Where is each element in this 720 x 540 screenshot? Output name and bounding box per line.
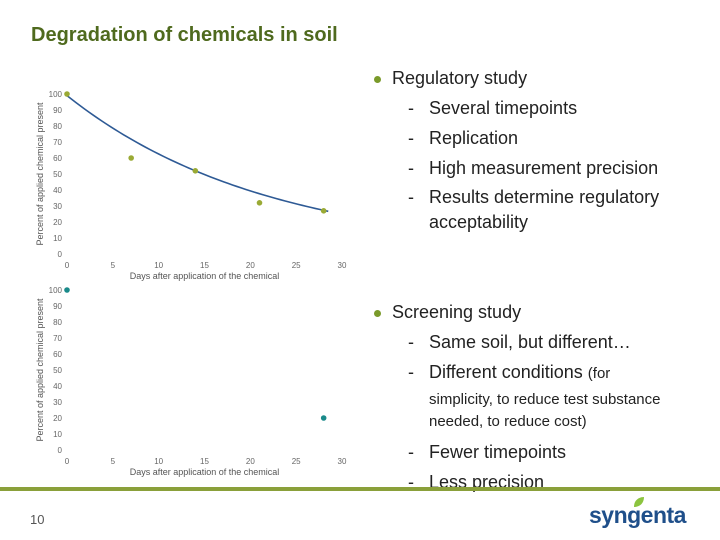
dash-icon: -	[408, 442, 414, 462]
dash-icon: -	[408, 128, 414, 148]
dash-icon: -	[408, 332, 414, 352]
regulatory-chart-svg: Percent of applied chemical present 0 10 20…	[35, 90, 347, 281]
screening-y-tick-label: 90	[53, 302, 62, 311]
screening-heading-row: Screening study	[370, 297, 720, 327]
regulatory-heading: Regulatory study	[392, 68, 528, 88]
screening-x-tick-label: 30	[338, 457, 347, 466]
screening-y-tick-label: 40	[53, 382, 62, 391]
screening-item-suffix: (for	[587, 365, 611, 382]
slide-title: Degradation of chemicals in soil	[31, 24, 338, 46]
screening-heading: Screening study	[392, 302, 522, 322]
regulatory-data-point	[192, 168, 199, 174]
regulatory-x-tick-label: 20	[246, 261, 255, 270]
regulatory-chart: Percent of applied chemical present 0 10 20…	[0, 80, 380, 290]
screening-item-text: Different conditions	[429, 362, 583, 382]
dash-icon: -	[408, 472, 414, 492]
screening-item: - Less precision	[370, 467, 720, 497]
regulatory-item-text: Replication	[429, 128, 519, 148]
regulatory-item: - Replication	[370, 123, 715, 153]
screening-x-tick-label: 5	[111, 457, 116, 466]
screening-chart: Percent of applied chemical present 0 10 20…	[0, 276, 380, 486]
regulatory-bullets: Regulatory study - Several timepoints - Re…	[370, 63, 715, 233]
screening-item: - Fewer timepoints	[370, 437, 720, 467]
screening-x-tick-label: 20	[246, 457, 255, 466]
regulatory-y-tick-label: 30	[53, 202, 62, 211]
screening-data-point	[320, 415, 327, 421]
regulatory-item-text: Results determine regulatory	[429, 187, 660, 207]
screening-item-text: Same soil, but different…	[429, 332, 631, 352]
screening-bullets: Screening study - Same soil, but differen…	[370, 297, 720, 497]
screening-item: - Same soil, but different…	[370, 327, 720, 357]
regulatory-y-tick-label: 100	[49, 90, 63, 99]
screening-item: - Different conditions (for	[370, 357, 720, 389]
dash-icon: -	[408, 98, 414, 118]
syngenta-logo: syngenta	[589, 497, 686, 529]
screening-item-continuation: simplicity, to reduce test substance	[429, 391, 661, 408]
screening-x-tick-label: 0	[65, 457, 70, 466]
screening-y-tick-label: 20	[53, 414, 62, 423]
regulatory-trendline	[66, 94, 329, 213]
screening-y-tick-label: 0	[58, 446, 63, 455]
screening-item-text: Fewer timepoints	[429, 442, 567, 462]
screening-x-tick-label: 25	[292, 457, 301, 466]
regulatory-item-text: Several timepoints	[429, 98, 578, 118]
screening-x-tick-label: 15	[200, 457, 209, 466]
regulatory-data-point	[320, 208, 327, 214]
regulatory-item-text: High measurement precision	[429, 158, 659, 178]
screening-y-tick-label: 30	[53, 398, 62, 407]
bullet-dot-icon	[374, 76, 381, 83]
screening-y-tick-label: 60	[53, 350, 62, 359]
regulatory-x-tick-label: 0	[65, 261, 70, 270]
screening-xlabel: Days after application of the chemical	[130, 467, 280, 477]
screening-y-tick-label: 80	[53, 318, 62, 327]
regulatory-data-point	[128, 155, 134, 161]
screening-x-tick-label: 10	[154, 457, 163, 466]
regulatory-x-tick-label: 15	[200, 261, 209, 270]
regulatory-y-tick-label: 50	[53, 170, 62, 179]
regulatory-x-tick-label: 25	[292, 261, 301, 270]
regulatory-data-point	[256, 200, 263, 206]
screening-y-tick-label: 100	[49, 286, 63, 295]
regulatory-y-tick-label: 70	[53, 138, 62, 147]
regulatory-item-continuation: acceptability	[429, 212, 529, 232]
regulatory-y-tick-label: 0	[58, 250, 63, 259]
regulatory-item: - Several timepoints	[370, 93, 715, 123]
regulatory-item: - High measurement precision	[370, 153, 715, 183]
screening-y-tick-label: 10	[53, 430, 62, 439]
screening-ylabel: Percent of applied chemical present	[35, 298, 45, 442]
bullet-dot-icon	[374, 310, 381, 317]
regulatory-y-tick-label: 20	[53, 218, 62, 227]
screening-y-tick-label: 50	[53, 366, 62, 375]
regulatory-x-tick-label: 10	[154, 261, 163, 270]
logo-leaf-icon	[634, 497, 644, 507]
screening-item-continuation: needed, to reduce cost)	[429, 413, 587, 430]
regulatory-x-tick-label: 30	[338, 261, 347, 270]
regulatory-heading-row: Regulatory study	[370, 63, 715, 93]
dash-icon: -	[408, 362, 414, 382]
regulatory-y-tick-label: 90	[53, 106, 62, 115]
regulatory-y-tick-label: 10	[53, 234, 62, 243]
page-number: 10	[30, 512, 45, 527]
regulatory-y-tick-label: 60	[53, 154, 62, 163]
regulatory-ylabel: Percent of applied chemical present	[35, 102, 45, 246]
screening-data-point	[64, 287, 70, 293]
screening-y-tick-label: 70	[53, 334, 62, 343]
regulatory-item: - Results determine regulatory	[370, 183, 715, 211]
regulatory-y-tick-label: 40	[53, 186, 62, 195]
regulatory-xlabel: Days after application of the chemical	[130, 271, 280, 281]
regulatory-x-tick-label: 5	[111, 261, 116, 270]
regulatory-y-tick-label: 80	[53, 122, 62, 131]
dash-icon: -	[408, 187, 414, 207]
dash-icon: -	[408, 158, 414, 178]
regulatory-data-point	[64, 91, 70, 97]
footer-bar	[0, 487, 720, 491]
screening-chart-svg: Percent of applied chemical present 0 10 20…	[35, 286, 347, 477]
